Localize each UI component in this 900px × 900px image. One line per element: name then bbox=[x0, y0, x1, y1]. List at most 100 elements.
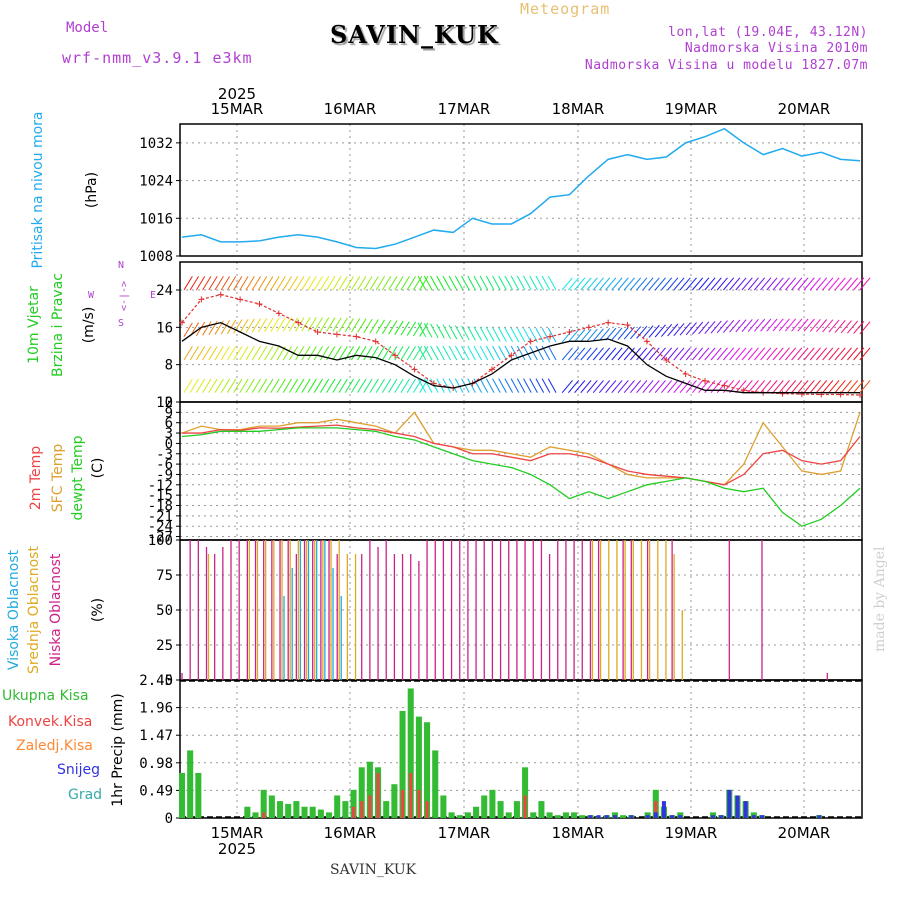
wind-barb bbox=[251, 346, 261, 361]
wind-barb bbox=[723, 319, 735, 333]
wind-gust-marker bbox=[643, 338, 650, 345]
wind-barb bbox=[636, 380, 648, 393]
wind-barb bbox=[419, 346, 429, 361]
wind-barb bbox=[344, 378, 354, 393]
temp-2m-series bbox=[182, 424, 861, 486]
wind-barb bbox=[214, 346, 224, 361]
wind-gust-marker bbox=[179, 319, 185, 326]
precip-total-bar bbox=[424, 722, 431, 818]
precip-snow-bar bbox=[588, 815, 593, 818]
wind-barb bbox=[772, 277, 784, 291]
wind-barb bbox=[454, 275, 464, 291]
wind-barb bbox=[282, 346, 292, 361]
wind-barb bbox=[363, 378, 373, 393]
wind-barb bbox=[442, 345, 452, 361]
wind-barb bbox=[580, 328, 592, 342]
cloud-low-title: Niska Oblacnost bbox=[48, 553, 64, 666]
wind-barb bbox=[853, 320, 865, 334]
precip-total-bar bbox=[473, 806, 480, 818]
bottom-date-label: 15MAR bbox=[211, 824, 264, 842]
wind-barb bbox=[375, 378, 385, 393]
wind-barb bbox=[778, 318, 790, 332]
wind-barb bbox=[202, 346, 212, 361]
wind-barb bbox=[436, 275, 445, 291]
wind-barb bbox=[834, 277, 846, 291]
precip-snow-bar bbox=[661, 801, 666, 818]
wind-barb bbox=[473, 345, 483, 361]
bottom-year-label: 2025 bbox=[218, 840, 256, 858]
wind-ytick-label: 8 bbox=[165, 358, 173, 374]
wind-barb bbox=[760, 347, 772, 361]
wind-barb bbox=[859, 380, 871, 393]
precip-snow-bar bbox=[645, 815, 650, 818]
wind-barb bbox=[741, 319, 753, 333]
wind-barb bbox=[264, 346, 274, 361]
wind-barb bbox=[828, 380, 840, 393]
wind-barb bbox=[778, 347, 790, 361]
wind-barb bbox=[561, 380, 573, 393]
precip-total-bar bbox=[538, 801, 545, 818]
precip-total-bar bbox=[571, 812, 578, 818]
wind-barb bbox=[350, 318, 361, 333]
wind-barb bbox=[220, 346, 230, 361]
wind-barb bbox=[760, 277, 772, 291]
wind-gust-marker bbox=[392, 352, 399, 359]
bottom-date-label: 18MAR bbox=[552, 824, 605, 842]
wind-barb bbox=[430, 345, 439, 361]
wind-barb bbox=[307, 276, 317, 291]
precip-ytick-label: 0.49 bbox=[139, 783, 173, 799]
wind-barb bbox=[375, 276, 385, 291]
wind-barb bbox=[729, 319, 741, 333]
wind-barb bbox=[423, 378, 433, 393]
wind-barb bbox=[574, 347, 586, 361]
wind-barb bbox=[394, 378, 404, 393]
wind-barb bbox=[208, 378, 218, 393]
wind-barb bbox=[516, 378, 526, 393]
wind-barb bbox=[257, 318, 268, 333]
wind-barb bbox=[785, 318, 797, 332]
wind-barb bbox=[673, 347, 685, 361]
wind-barb bbox=[239, 276, 249, 291]
wind-barb bbox=[834, 380, 846, 393]
clouds-ytick-label: 50 bbox=[156, 603, 173, 619]
wind-barb bbox=[245, 276, 255, 291]
precip-snow-title: Snijeg bbox=[57, 762, 100, 778]
precip-total-bar bbox=[579, 815, 586, 818]
precip-conv-bar bbox=[417, 789, 421, 818]
wind-barb bbox=[492, 275, 501, 291]
wind-ylabel: (m/s) bbox=[81, 307, 97, 344]
wind-barb bbox=[363, 346, 373, 361]
wind-barb bbox=[580, 277, 592, 291]
precip-total-bar bbox=[481, 795, 488, 818]
wind-barb bbox=[326, 378, 336, 393]
wind-barb bbox=[535, 345, 545, 361]
precip-frame bbox=[179, 679, 863, 819]
wind-barb bbox=[791, 380, 803, 393]
precip-total-bar bbox=[342, 801, 349, 818]
wind-barb bbox=[692, 347, 704, 361]
precip-total-bar bbox=[268, 795, 275, 818]
precip-ylabel: 1hr Precip (mm) bbox=[110, 693, 126, 806]
precip-conv-bar bbox=[523, 795, 527, 818]
wind-barb bbox=[436, 345, 445, 361]
wind-barb bbox=[541, 378, 551, 393]
wind-barb bbox=[723, 347, 735, 361]
wind-barb bbox=[803, 318, 815, 332]
bottom-date-label: 17MAR bbox=[438, 824, 491, 842]
wind-gust-series bbox=[181, 294, 861, 396]
wind-barb bbox=[313, 317, 323, 332]
precip-total-bar bbox=[530, 812, 537, 818]
wind-barb bbox=[729, 347, 741, 361]
station-elevation: Nadmorska Visina 2010m bbox=[684, 41, 868, 56]
wind-speed-series bbox=[181, 321, 860, 394]
wind-gust-marker bbox=[353, 333, 360, 340]
wind-barb bbox=[580, 347, 592, 361]
clouds-ytick-label: 75 bbox=[156, 568, 173, 584]
wind-barb bbox=[369, 319, 379, 334]
wind-barb bbox=[772, 347, 784, 361]
precip-snow-bar bbox=[596, 815, 601, 818]
pressure-ytick-label: 1016 bbox=[139, 211, 173, 227]
wind-barb bbox=[772, 318, 784, 332]
precip-total-bar bbox=[440, 795, 447, 818]
wind-barb bbox=[454, 345, 464, 361]
